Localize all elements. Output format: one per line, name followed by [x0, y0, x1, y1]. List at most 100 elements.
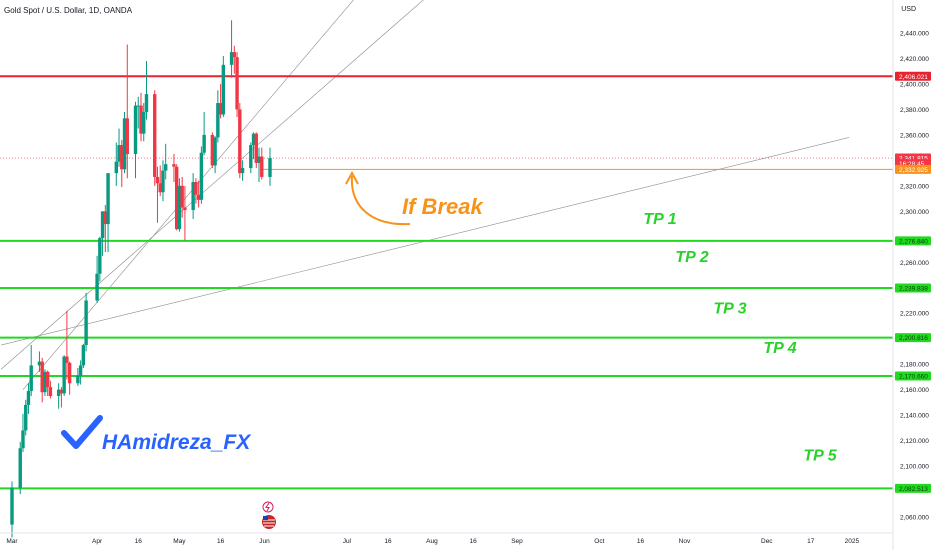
candle[interactable]	[78, 360, 83, 385]
price-tick-label: 2,440.000	[900, 31, 929, 38]
event-markers[interactable]	[262, 501, 276, 529]
candle[interactable]	[59, 387, 64, 408]
candle[interactable]	[100, 211, 105, 256]
candle[interactable]	[45, 370, 50, 396]
candle[interactable]	[26, 383, 31, 414]
candle[interactable]	[10, 481, 14, 538]
candle[interactable]	[232, 45, 237, 74]
candle[interactable]	[177, 178, 182, 232]
candle[interactable]	[29, 345, 33, 396]
trendline[interactable]	[22, 0, 358, 390]
candle[interactable]	[125, 44, 129, 179]
tp-label: TP 5	[803, 447, 837, 464]
candle[interactable]	[95, 255, 99, 304]
candle-body	[18, 448, 22, 488]
candle[interactable]	[120, 139, 124, 188]
candle[interactable]	[106, 173, 110, 253]
candlestick-series	[10, 20, 272, 538]
candle[interactable]	[67, 361, 72, 395]
candle[interactable]	[172, 154, 176, 183]
candle[interactable]	[260, 147, 264, 180]
candle[interactable]	[249, 142, 253, 174]
candle[interactable]	[81, 343, 86, 368]
candle[interactable]	[144, 61, 149, 120]
candle[interactable]	[142, 103, 146, 142]
candle[interactable]	[122, 111, 127, 174]
candle[interactable]	[238, 103, 242, 179]
candle[interactable]	[196, 180, 201, 208]
candle[interactable]	[268, 147, 272, 186]
candle[interactable]	[180, 176, 184, 218]
price-label-text: 2,332.925	[899, 167, 928, 174]
candle[interactable]	[183, 185, 187, 241]
candle[interactable]	[114, 142, 118, 186]
if-break-annotation[interactable]: If Break	[345, 170, 484, 226]
candle[interactable]	[213, 136, 217, 174]
time-tick-label: Sep	[511, 538, 523, 545]
price-label-tp: 2,276.840	[895, 236, 931, 246]
price-label-box	[895, 71, 931, 81]
price-axis[interactable]: 2,440.000 2,420.000 2,400.000 2,380.000 2,36…	[892, 0, 931, 550]
candle[interactable]	[254, 132, 258, 169]
candle[interactable]	[18, 441, 22, 495]
candle[interactable]	[251, 132, 256, 160]
price-label-text: 2,170.660	[899, 374, 928, 381]
candle[interactable]	[37, 351, 42, 372]
candle[interactable]	[257, 147, 261, 183]
candle-body	[67, 362, 72, 384]
candle[interactable]	[139, 92, 143, 142]
candle[interactable]	[65, 310, 69, 380]
candle[interactable]	[48, 380, 53, 399]
trendline[interactable]	[0, 0, 429, 370]
time-tick-label: 16	[217, 538, 225, 545]
candle[interactable]	[210, 132, 215, 169]
tp-label: TP 3	[713, 301, 746, 318]
price-tick-label: 2,160.000	[900, 387, 929, 394]
candle[interactable]	[103, 204, 108, 253]
candle[interactable]	[136, 96, 140, 129]
candle[interactable]	[202, 111, 206, 156]
candle[interactable]	[199, 146, 204, 204]
watermark-text: HAmidreza_FX	[102, 431, 252, 454]
candle[interactable]	[76, 367, 80, 386]
candle[interactable]	[194, 178, 198, 204]
time-tick-label: Oct	[594, 538, 604, 545]
candle[interactable]	[158, 165, 162, 197]
price-tick-label: 2,060.000	[900, 515, 929, 522]
candle[interactable]	[117, 128, 121, 167]
candle[interactable]	[153, 90, 157, 186]
candle[interactable]	[21, 413, 25, 453]
candle[interactable]	[218, 83, 223, 119]
price-label-tp: 2,200.816	[895, 333, 931, 343]
candle[interactable]	[43, 369, 47, 396]
lightning-bolt	[265, 502, 270, 512]
candle-body	[122, 118, 127, 170]
tp-label: TP 2	[675, 249, 708, 266]
time-axis[interactable]: Mar Apr 16 May 16 Jun Jul 16 Aug 16 Sep Oct 16 Nov Dec…	[0, 532, 893, 545]
symbol-title: Gold Spot / U.S. Dollar, 1D, OANDA	[4, 6, 133, 15]
candle-body	[139, 105, 143, 134]
candle[interactable]	[216, 90, 220, 143]
candle[interactable]	[229, 20, 234, 78]
candle[interactable]	[161, 160, 165, 202]
candle[interactable]	[240, 160, 245, 181]
candle[interactable]	[62, 355, 66, 396]
candle-body	[45, 371, 50, 388]
candle-body	[221, 64, 226, 115]
candle-body	[29, 365, 33, 391]
price-label-tp: 2,239.838	[895, 283, 931, 293]
candle[interactable]	[133, 101, 138, 179]
candle[interactable]	[24, 399, 28, 436]
candle[interactable]	[191, 173, 195, 219]
candle[interactable]	[221, 55, 226, 118]
candle[interactable]	[164, 143, 168, 180]
candle[interactable]	[84, 292, 88, 352]
candle[interactable]	[174, 164, 179, 231]
candle[interactable]	[40, 357, 44, 403]
candle-body	[202, 134, 206, 153]
candle[interactable]	[155, 166, 160, 223]
candle[interactable]	[235, 52, 239, 118]
candle[interactable]	[56, 383, 61, 409]
candle[interactable]	[98, 236, 102, 282]
